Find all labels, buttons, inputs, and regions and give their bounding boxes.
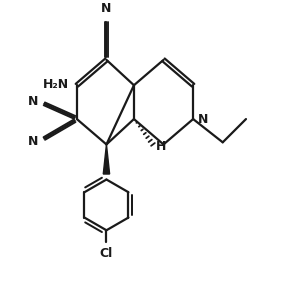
Text: Cl: Cl bbox=[100, 247, 113, 260]
Polygon shape bbox=[103, 144, 110, 174]
Text: H₂N: H₂N bbox=[43, 78, 69, 91]
Text: N: N bbox=[27, 134, 38, 148]
Text: H: H bbox=[156, 140, 167, 153]
Text: N: N bbox=[101, 2, 112, 15]
Text: N: N bbox=[198, 113, 209, 125]
Text: N: N bbox=[27, 95, 38, 108]
